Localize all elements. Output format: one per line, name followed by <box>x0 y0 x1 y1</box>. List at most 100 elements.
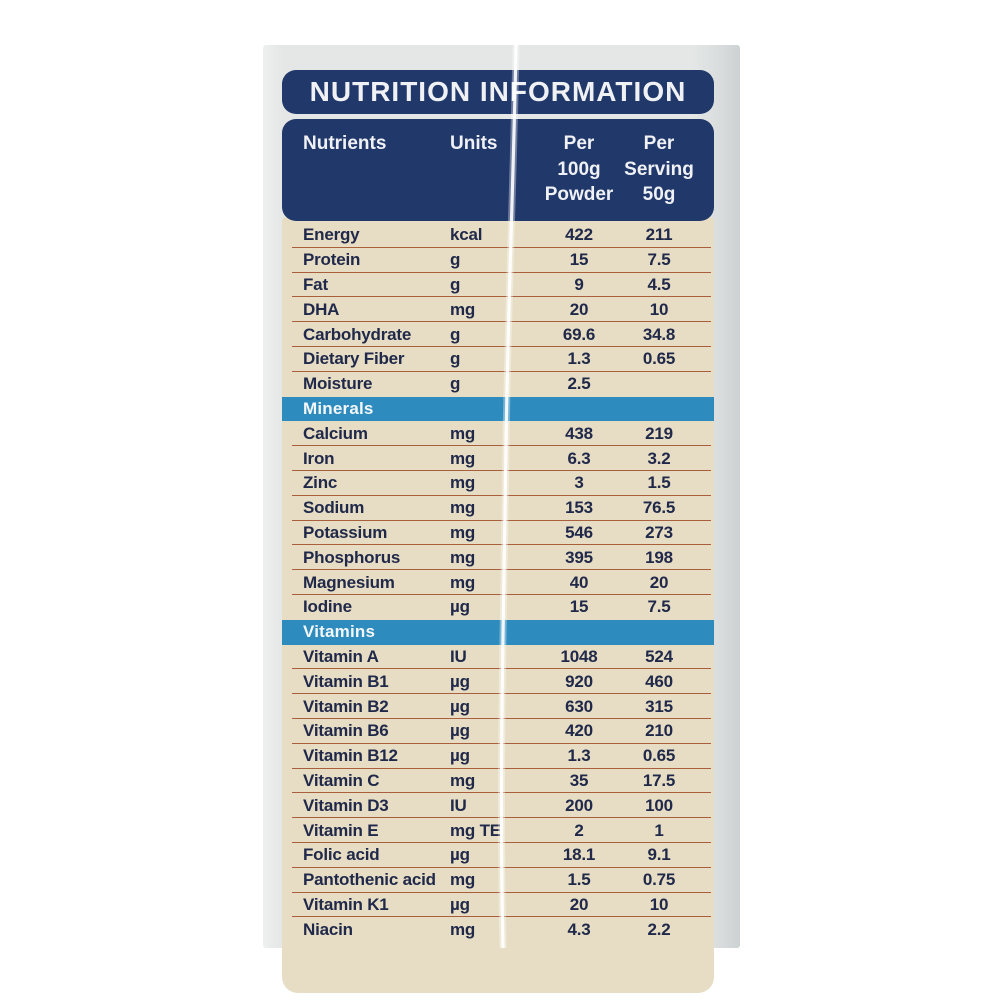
value-per-serving: 17.5 <box>642 770 676 790</box>
value-per-100g: 420 <box>565 721 593 741</box>
value-per-serving: 7.5 <box>647 597 671 617</box>
nutrient-unit: g <box>450 349 461 369</box>
value-per-100g: 69.6 <box>562 324 596 344</box>
nutrient-name: Folic acid <box>303 845 380 865</box>
nutrition-title: NUTRITION INFORMATION <box>309 76 687 107</box>
nutrient-unit: g <box>450 274 461 294</box>
column-header-banner: Nutrients Units Per 100g Powder Per Serv… <box>282 119 714 221</box>
value-per-serving: 9.1 <box>647 845 671 865</box>
value-per-serving: 211 <box>645 225 673 245</box>
table-row: Fat g 9 4.5 <box>282 273 714 298</box>
nutrient-name: Pantothenic acid <box>303 870 436 890</box>
table-row: Vitamin D3 IU 200 100 <box>282 793 714 819</box>
table-row: Carbohydrate g 69.6 34.8 <box>282 322 714 347</box>
value-per-100g: 15 <box>569 597 589 617</box>
value-per-100g: 18.1 <box>562 845 596 865</box>
nutrient-name: Vitamin B2 <box>303 696 389 716</box>
section-header-vitamins: Vitamins <box>282 619 714 645</box>
section-header-minerals: Minerals <box>282 396 714 422</box>
value-per-100g: 630 <box>565 696 593 716</box>
nutrient-name: Vitamin A <box>303 646 379 666</box>
value-per-serving: 1.5 <box>647 473 671 493</box>
nutrient-unit: µg <box>450 721 470 741</box>
nutrient-name: Energy <box>303 225 360 245</box>
nutrient-name: Vitamin E <box>303 820 379 840</box>
value-per-serving: 20 <box>649 572 669 592</box>
value-per-100g: 2.5 <box>567 374 591 394</box>
value-per-100g: 40 <box>569 572 589 592</box>
value-per-100g: 6.3 <box>567 448 591 468</box>
table-row: Zinc mg 3 1.5 <box>282 471 714 496</box>
nutrient-name: Protein <box>303 250 361 270</box>
nutrient-unit: µg <box>450 746 470 766</box>
value-per-100g: 1.3 <box>567 746 591 766</box>
table-row: Phosphorus mg 395 198 <box>282 545 714 571</box>
nutrient-unit: µg <box>450 671 470 691</box>
table-row: Potassium mg 546 273 <box>282 521 714 546</box>
table-row: Vitamin E mg TE 2 1 <box>282 818 714 843</box>
value-per-100g: 3 <box>574 473 584 493</box>
nutrient-name: Iron <box>303 448 335 468</box>
value-per-100g: 1.5 <box>567 870 591 890</box>
nutrient-unit: g <box>450 374 461 394</box>
section-header-label: Minerals <box>303 398 374 418</box>
table-row: Dietary Fiber g 1.3 0.65 <box>282 347 714 372</box>
table-row: Vitamin C mg 35 17.5 <box>282 769 714 794</box>
nutrient-unit: mg <box>450 423 476 443</box>
value-per-serving: 0.65 <box>642 349 676 369</box>
value-per-100g: 9 <box>574 274 584 294</box>
nutrient-name: Magnesium <box>303 572 395 592</box>
nutrient-unit: mg <box>450 770 476 790</box>
nutrient-unit: mg <box>450 473 476 493</box>
table-row: Magnesium mg 40 20 <box>282 570 714 595</box>
value-per-serving: 0.75 <box>642 870 676 890</box>
nutrient-unit: mg TE <box>450 820 501 840</box>
nutrition-table: Energy kcal 422 211 Protein g 15 7.5 Fat g 9 4.5 DHA… <box>282 217 714 993</box>
value-per-100g: 35 <box>569 770 589 790</box>
value-per-serving: 10 <box>649 894 669 914</box>
table-row: Sodium mg 153 76.5 <box>282 496 714 521</box>
nutrient-name: DHA <box>303 299 340 319</box>
value-per-100g: 1048 <box>560 646 598 666</box>
nutrient-name: Moisture <box>303 374 373 394</box>
nutrient-unit: g <box>450 324 461 344</box>
nutrient-name: Vitamin D3 <box>303 795 389 815</box>
value-per-100g: 395 <box>565 547 593 567</box>
column-header-per-serving: Per Serving 50g <box>624 133 694 206</box>
table-row: Energy kcal 422 211 <box>282 223 714 248</box>
nutrient-unit: mg <box>450 448 476 468</box>
table-row: Folic acid µg 18.1 9.1 <box>282 843 714 868</box>
value-per-serving: 4.5 <box>647 274 671 294</box>
nutrient-unit: µg <box>450 597 470 617</box>
table-row: Iron mg 6.3 3.2 <box>282 446 714 471</box>
nutrient-name: Potassium <box>303 522 388 542</box>
value-per-serving: 76.5 <box>642 498 676 518</box>
value-per-serving: 1 <box>654 820 664 840</box>
table-row: Vitamin B6 µg 420 210 <box>282 719 714 744</box>
value-per-serving: 10 <box>649 299 669 319</box>
label-photo-strip: NUTRITION INFORMATION Nutrients Units Pe… <box>263 45 740 993</box>
value-per-serving: 315 <box>645 696 673 716</box>
nutrient-name: Fat <box>303 274 328 294</box>
table-row: Moisture g 2.5 <box>282 372 714 397</box>
nutrient-name: Carbohydrate <box>303 324 412 344</box>
nutrient-unit: IU <box>450 795 467 815</box>
nutrient-unit: IU <box>450 646 467 666</box>
column-header-nutrients: Nutrients <box>303 133 387 154</box>
nutrient-name: Calcium <box>303 423 368 443</box>
value-per-serving: 210 <box>645 721 673 741</box>
nutrition-title-banner: NUTRITION INFORMATION <box>282 70 714 114</box>
value-per-serving: 198 <box>645 547 673 567</box>
value-per-100g: 15 <box>569 250 589 270</box>
value-per-100g: 2 <box>574 820 584 840</box>
nutrient-name: Sodium <box>303 498 365 518</box>
value-per-serving: 100 <box>645 795 673 815</box>
value-per-serving: 219 <box>645 423 673 443</box>
table-row: Vitamin B12 µg 1.3 0.65 <box>282 744 714 769</box>
value-per-100g: 438 <box>565 423 593 443</box>
value-per-100g: 920 <box>565 671 593 691</box>
nutrient-name: Zinc <box>303 473 338 493</box>
nutrient-unit: kcal <box>450 225 483 245</box>
nutrient-unit: mg <box>450 299 476 319</box>
